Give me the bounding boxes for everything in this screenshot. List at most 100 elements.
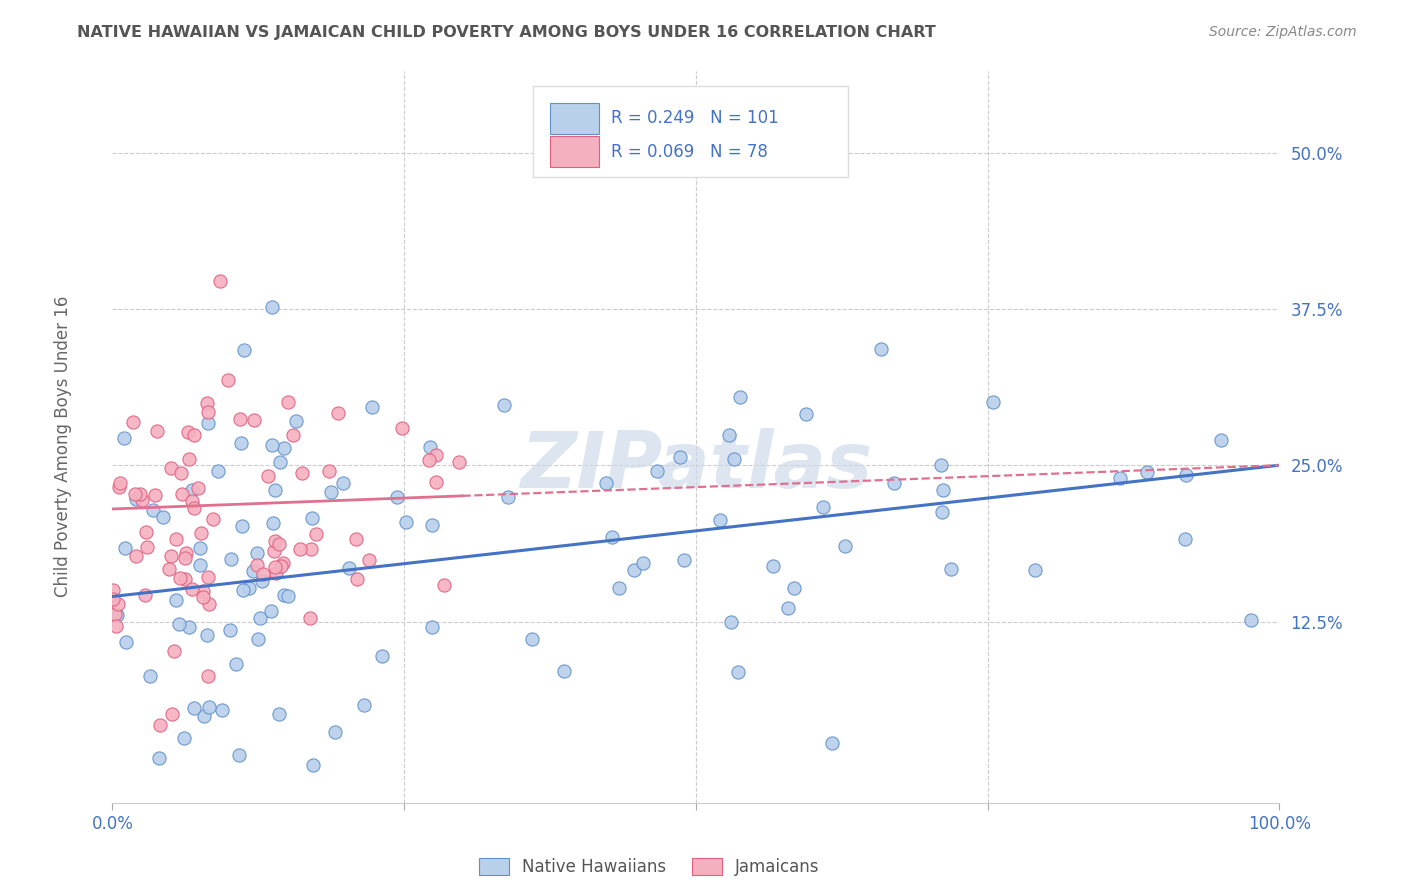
Point	[197, 416, 219, 430]
Point	[165, 532, 187, 546]
FancyBboxPatch shape	[550, 136, 599, 167]
Point	[162, 706, 184, 721]
Point	[323, 724, 346, 739]
Point	[353, 698, 375, 713]
Point	[188, 541, 211, 555]
Point	[361, 400, 384, 414]
Point	[778, 601, 800, 615]
Point	[783, 582, 806, 596]
Point	[172, 487, 194, 501]
Point	[135, 525, 157, 540]
Point	[246, 558, 269, 573]
Point	[302, 758, 325, 772]
Point	[1175, 468, 1198, 483]
Point	[174, 550, 197, 565]
Point	[260, 300, 283, 314]
Point	[131, 493, 153, 508]
Point	[211, 703, 233, 717]
Point	[433, 578, 456, 592]
Point	[1109, 471, 1132, 485]
Point	[174, 545, 197, 559]
Point	[931, 483, 953, 497]
Point	[346, 572, 368, 586]
Point	[129, 487, 152, 501]
Point	[263, 544, 285, 558]
Point	[177, 425, 200, 440]
Point	[1211, 434, 1233, 448]
Point	[124, 486, 146, 500]
Point	[183, 428, 205, 442]
Point	[264, 533, 287, 548]
Point	[717, 427, 740, 442]
Point	[425, 448, 447, 462]
Point	[395, 515, 418, 529]
Point	[318, 464, 340, 478]
Point	[631, 556, 654, 570]
Point	[167, 617, 190, 632]
Point	[225, 657, 247, 672]
Point	[201, 512, 224, 526]
Point	[602, 530, 624, 544]
Point	[250, 574, 273, 588]
Point	[344, 532, 367, 546]
Point	[260, 438, 283, 452]
Point	[553, 664, 575, 678]
Point	[264, 483, 287, 497]
Text: R = 0.249   N = 101: R = 0.249 N = 101	[610, 109, 779, 128]
Point	[728, 390, 751, 404]
Point	[883, 475, 905, 490]
Text: Child Poverty Among Boys Under 16: Child Poverty Among Boys Under 16	[55, 295, 72, 597]
Point	[231, 519, 253, 533]
Point	[1136, 465, 1159, 479]
Point	[179, 452, 201, 467]
Point	[870, 342, 893, 356]
Point	[229, 412, 252, 426]
Point	[180, 483, 202, 497]
Legend: Native Hawaiians, Jamaicans: Native Hawaiians, Jamaicans	[472, 851, 827, 883]
Point	[492, 399, 515, 413]
Point	[299, 610, 322, 624]
Point	[157, 562, 180, 576]
Point	[645, 465, 668, 479]
Point	[326, 405, 349, 419]
Point	[425, 475, 447, 490]
Point	[139, 668, 162, 682]
Point	[359, 553, 381, 567]
Point	[420, 620, 443, 634]
Point	[391, 421, 413, 435]
Point	[169, 571, 191, 585]
Point	[319, 484, 342, 499]
Point	[387, 490, 409, 504]
Point	[269, 455, 291, 469]
Text: Source: ZipAtlas.com: Source: ZipAtlas.com	[1209, 25, 1357, 39]
Point	[291, 466, 314, 480]
Text: R = 0.069   N = 78: R = 0.069 N = 78	[610, 143, 768, 161]
Point	[1240, 613, 1263, 627]
Point	[180, 582, 202, 596]
Point	[305, 526, 328, 541]
Point	[198, 597, 221, 611]
Point	[207, 464, 229, 478]
Point	[709, 512, 731, 526]
Point	[720, 615, 742, 629]
Point	[181, 493, 204, 508]
Point	[195, 628, 218, 642]
Point	[183, 501, 205, 516]
Point	[277, 394, 299, 409]
Point	[218, 623, 240, 637]
Point	[103, 583, 125, 598]
Point	[143, 487, 166, 501]
Point	[195, 396, 218, 410]
Point	[152, 510, 174, 524]
Point	[105, 607, 128, 622]
Point	[299, 542, 322, 557]
Point	[107, 597, 129, 611]
Point	[271, 556, 294, 570]
Point	[266, 566, 288, 580]
Point	[242, 564, 264, 578]
Point	[983, 395, 1005, 409]
Point	[419, 440, 441, 454]
Point	[114, 541, 136, 556]
Point	[332, 475, 354, 490]
Point	[249, 610, 271, 624]
